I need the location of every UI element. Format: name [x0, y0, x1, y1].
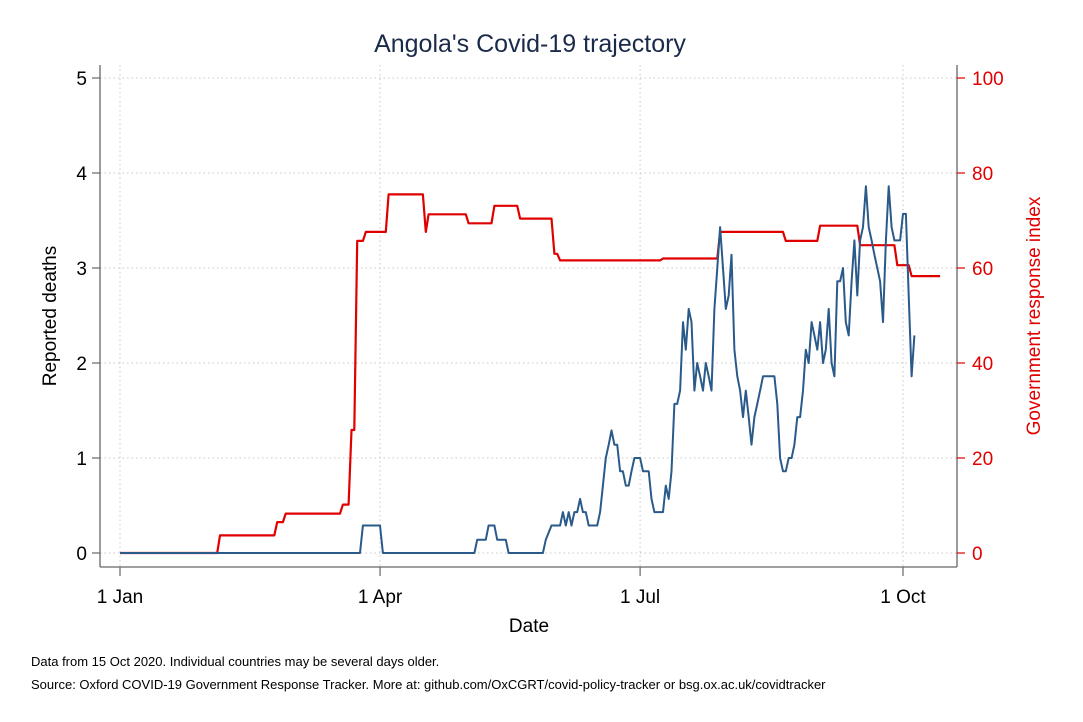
y-left-tick-label: 1 [76, 449, 87, 470]
left-axis-ticks: 0 1 2 3 4 5 [76, 69, 100, 565]
x-tick-label: 1 Jan [97, 587, 143, 608]
series-line-index [120, 193, 941, 555]
y-right-tick-label: 60 [972, 259, 993, 280]
x-tick-label: 1 Apr [358, 587, 403, 608]
y-right-tick-label: 100 [972, 69, 1004, 90]
y-left-tick-label: 2 [76, 354, 87, 375]
y-right-tick-label: 40 [972, 354, 993, 375]
y-axis-right-label: Government response index [1024, 196, 1045, 435]
source-note: Source: Oxford COVID-19 Government Respo… [31, 677, 826, 692]
chart-title: Angola's Covid-19 trajectory [374, 30, 686, 58]
x-axis-ticks: 1 Jan 1 Apr 1 Jul 1 Oct [97, 567, 926, 608]
right-axis-ticks: 0 20 40 60 80 100 [957, 69, 1004, 565]
y-right-tick-label: 0 [972, 544, 983, 565]
y-left-tick-label: 4 [76, 164, 87, 185]
y-left-tick-label: 0 [76, 544, 87, 565]
y-right-tick-label: 20 [972, 449, 993, 470]
y-left-tick-label: 5 [76, 69, 87, 90]
y-axis-left-label: Reported deaths [40, 246, 61, 387]
y-left-tick-label: 3 [76, 259, 87, 280]
x-axis-label: Date [509, 616, 549, 637]
y-right-tick-label: 80 [972, 164, 993, 185]
x-tick-label: 1 Oct [880, 587, 926, 608]
data-date-note: Data from 15 Oct 2020. Individual countr… [31, 654, 440, 669]
series-line-deaths [120, 185, 916, 554]
x-tick-label: 1 Jul [620, 587, 660, 608]
